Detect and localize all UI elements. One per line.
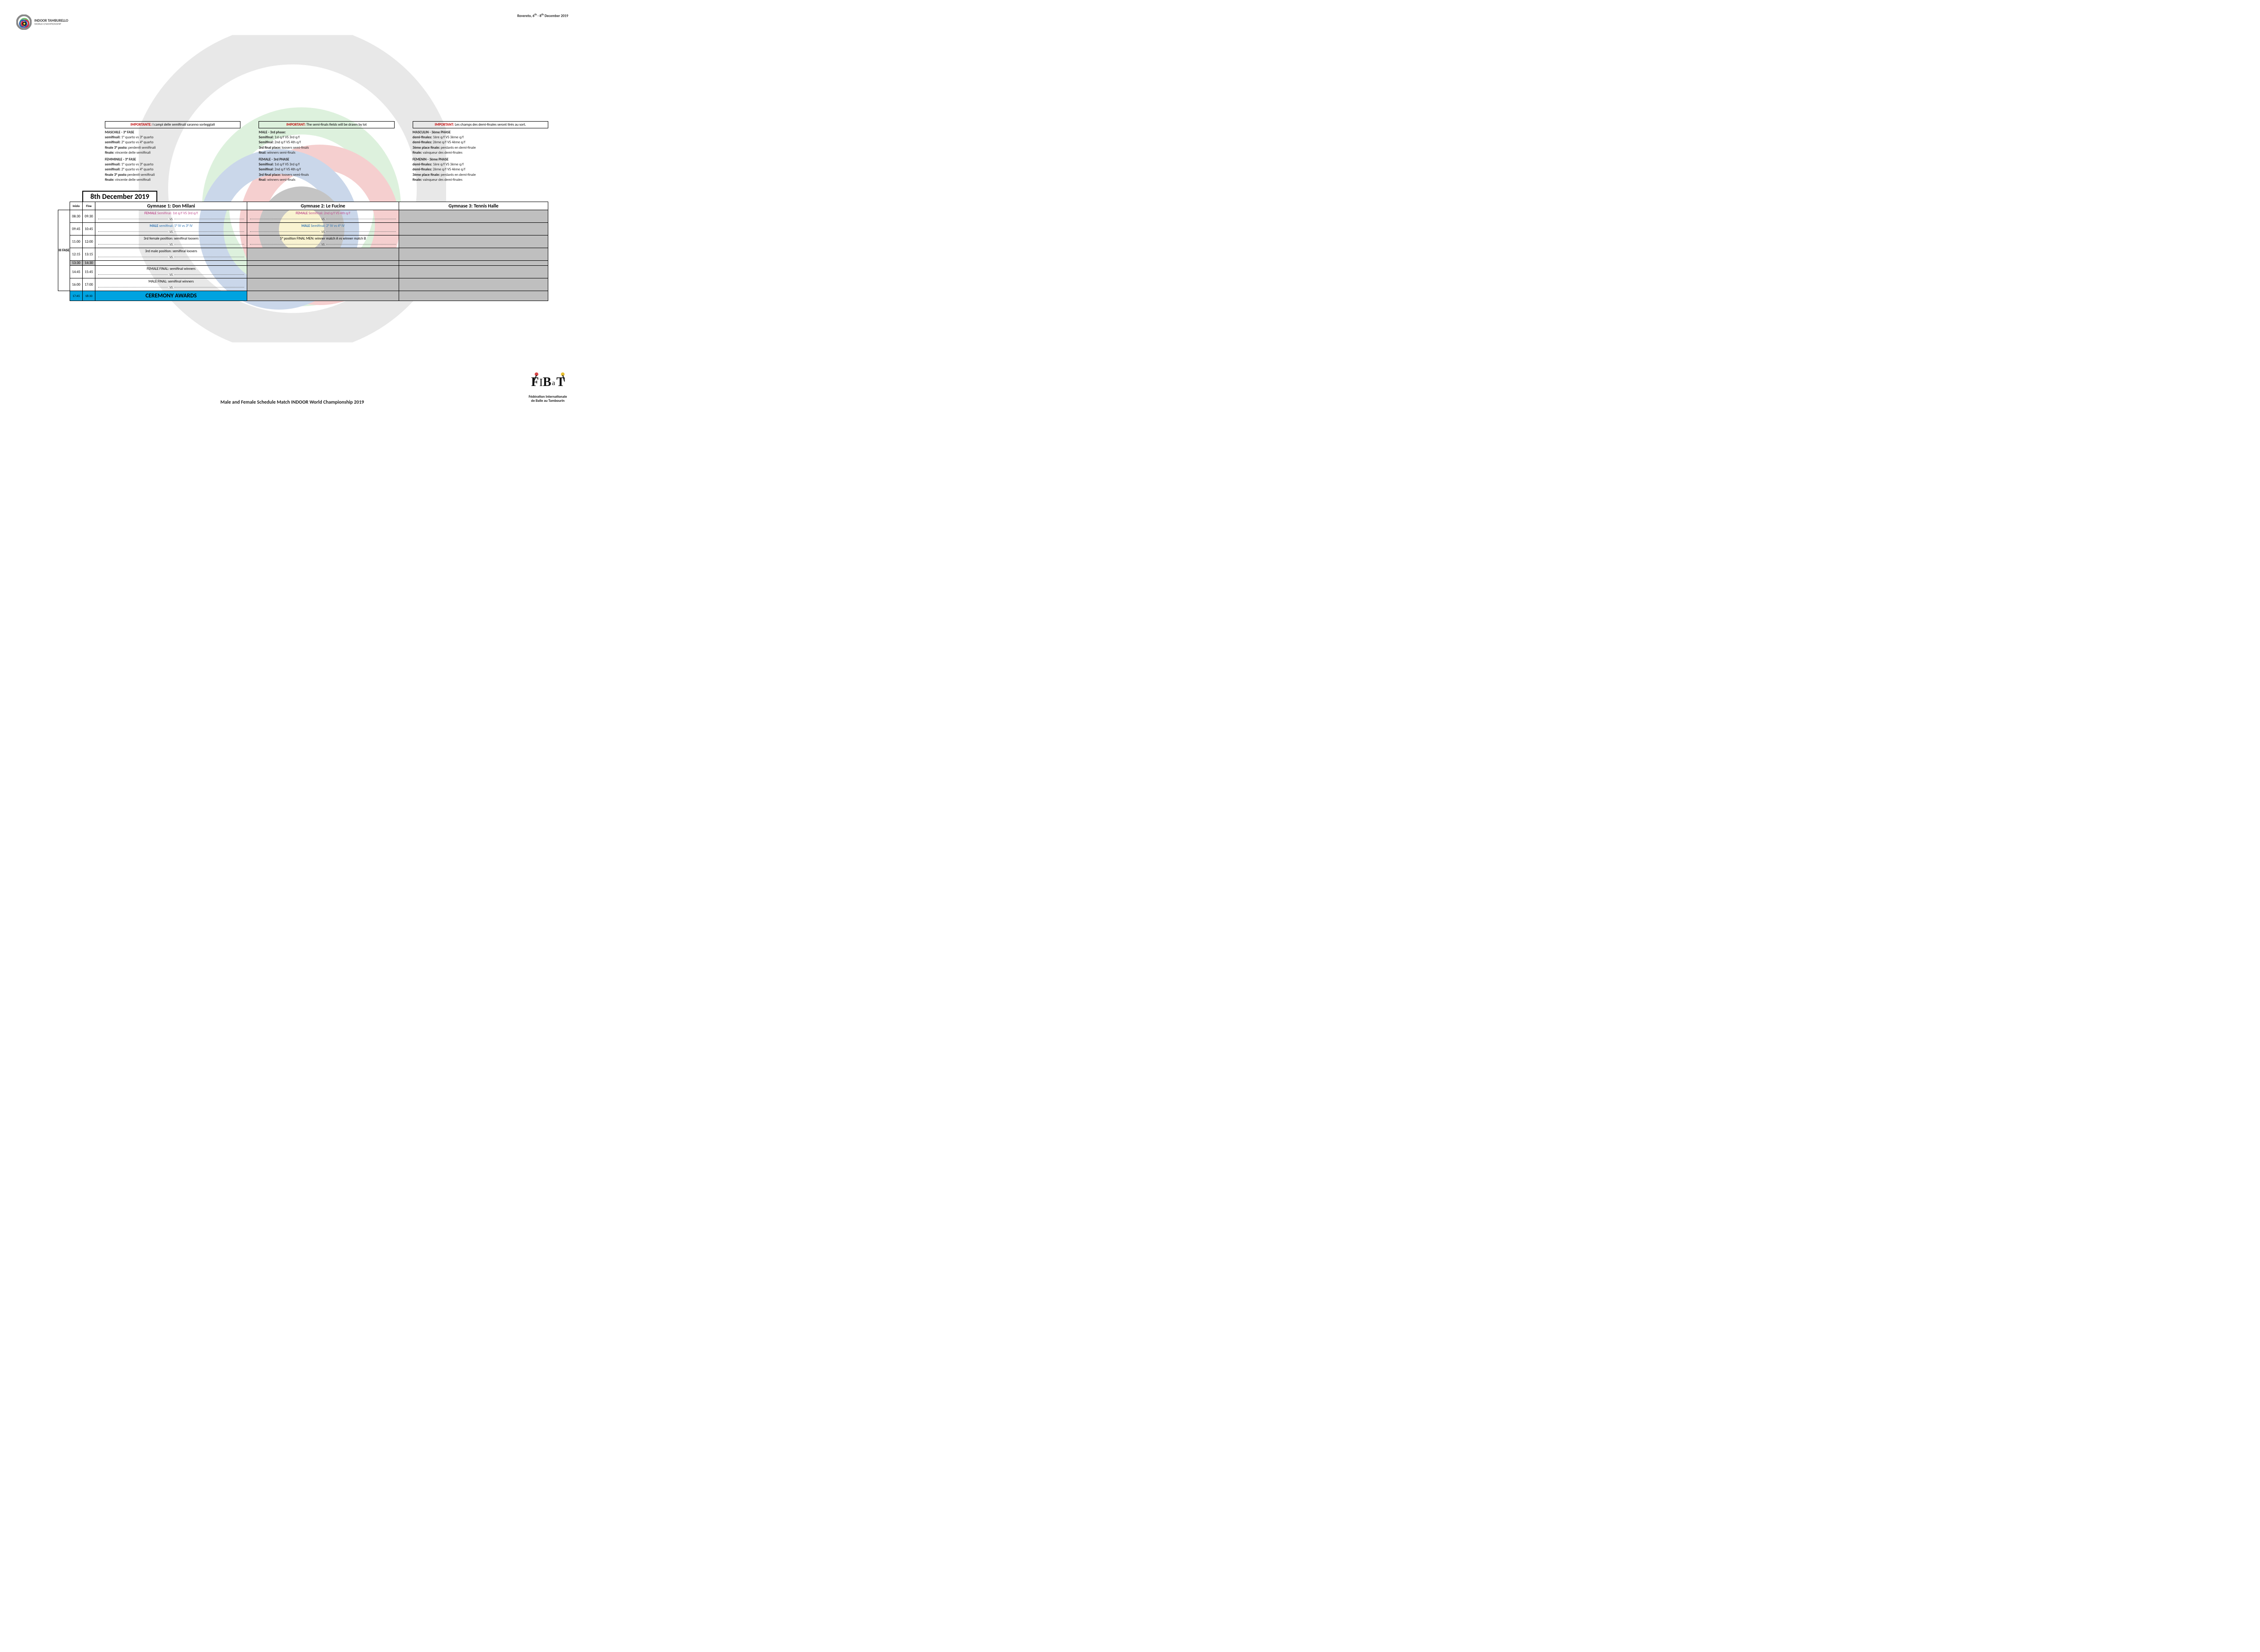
- fibat-logo: F I B a T Fédération Internationale de B…: [527, 372, 568, 403]
- phase-male-en: MALE - 3rd phase: Semifinal: 1st q/f VS …: [259, 130, 394, 155]
- match-title: 3rd male position: semifinal loosers: [98, 249, 244, 254]
- table-row: 12:1513:153rd male position: semifinal l…: [58, 248, 548, 261]
- match-title: 5° position FINAL MEN: winner match A vs…: [250, 236, 396, 241]
- vs-line: VS: [250, 217, 396, 221]
- event-date-location: Rovereto, 6th - 8th December 2019: [517, 13, 568, 19]
- time-end: 12:00: [83, 235, 95, 248]
- time-end: 17:00: [83, 278, 95, 291]
- time-start: 14:45: [70, 266, 83, 278]
- match-title: 3rd female position: semifinal loosers: [98, 236, 244, 241]
- empty-slot: [247, 278, 399, 291]
- schedule-table-wrap: Inizio Fine Gymnase 1: Don Milani Gymnas…: [58, 202, 548, 301]
- match-cell: MALE semifinal: 1° IV vs 3° IV VS: [95, 223, 247, 235]
- match-cell: FEMALE Semifinal: 2nd q/f VS 4th q/fVS: [247, 210, 399, 223]
- vs-line: VS: [98, 230, 244, 234]
- empty-slot: [399, 210, 548, 223]
- time-start: 12:15: [70, 248, 83, 261]
- vs-line: VS: [250, 230, 396, 234]
- col-inizio: Inizio: [70, 202, 83, 210]
- empty-slot: [399, 278, 548, 291]
- match-cell: MALE FINAL: semifinal winnersVS: [95, 278, 247, 291]
- time-end: 15:45: [83, 266, 95, 278]
- match-cell: 3rd male position: semifinal loosersVS: [95, 248, 247, 261]
- col-gym3: Gymnase 3: Tennis Halle: [399, 202, 548, 210]
- time-start: 08:30: [70, 210, 83, 223]
- time-end: 13:15: [83, 248, 95, 261]
- table-row: 09:4510:45MALE semifinal: 1° IV vs 3° IV…: [58, 223, 548, 235]
- svg-text:I: I: [539, 377, 543, 389]
- notice-it: IMPORTANTE: I campi delle semifinali sar…: [105, 121, 240, 183]
- phase-female-it: FEMMINILE - 3° FASE semifinali: 1° quart…: [105, 157, 240, 183]
- vs-line: VS: [98, 242, 244, 246]
- match-title: FEMALE Semifinal: 1st q/f VS 3rd q/f: [98, 211, 244, 216]
- vs-line: VS: [98, 217, 244, 221]
- table-row: III FASE08:3009:30FEMALE Semifinal: 1st …: [58, 210, 548, 223]
- svg-text:F: F: [531, 375, 539, 389]
- match-title: MALE Semifinal: 2° IV vs 4° IV: [250, 224, 396, 228]
- important-box-fr: IMPORTANT: Les champs des demi-finales s…: [413, 121, 548, 128]
- phase-male-fr: MASCULIN - 3ème PHASE demi-finales: 1ère…: [413, 130, 548, 155]
- phase-female-en: FEMALE - 3rd PHASE Semifinal: 1st q/f VS…: [259, 157, 394, 183]
- col-fine: Fine: [83, 202, 95, 210]
- col-gym1: Gymnase 1: Don Milani: [95, 202, 247, 210]
- match-cell: FEMALE FINAL: semifinal winners VS: [95, 266, 247, 278]
- time-end: 10:45: [83, 223, 95, 235]
- match-title: MALE FINAL: semifinal winners: [98, 279, 244, 284]
- phase-male-it: MASCHILE - 3° FASE semifinali: 1° quarto…: [105, 130, 240, 155]
- match-cell: FEMALE Semifinal: 1st q/f VS 3rd q/fVS: [95, 210, 247, 223]
- important-box-en: IMPORTANT: The semi-finals fields will b…: [259, 121, 394, 128]
- match-title: FEMALE FINAL: semifinal winners: [98, 267, 244, 271]
- vs-line: VS: [98, 255, 244, 259]
- empty-slot: [399, 266, 548, 278]
- time-end: 09:30: [83, 210, 95, 223]
- empty-slot: [247, 266, 399, 278]
- empty-slot: [247, 248, 399, 261]
- brand-logo: INDOOR TAMBURELLO WORLD CHAMPIONSHIP: [16, 14, 68, 30]
- svg-text:B: B: [543, 375, 551, 389]
- time-start: 09:45: [70, 223, 83, 235]
- match-cell: MALE Semifinal: 2° IV vs 4° IV VS: [247, 223, 399, 235]
- notice-en: IMPORTANT: The semi-finals fields will b…: [259, 121, 394, 183]
- table-row: 16:0017:00MALE FINAL: semifinal winnersV…: [58, 278, 548, 291]
- empty-slot: [399, 235, 548, 248]
- svg-text:a: a: [552, 379, 555, 387]
- table-row: 14:4515:45FEMALE FINAL: semifinal winner…: [58, 266, 548, 278]
- phase-female-fr: FEMENIN - 3ème PHASE demi-finales: 1ère …: [413, 157, 548, 183]
- match-cell: 5° position FINAL MEN: winner match A vs…: [247, 235, 399, 248]
- empty-slot: [399, 223, 548, 235]
- footer-title: Male and Female Schedule Match INDOOR Wo…: [0, 399, 584, 405]
- vs-line: VS: [250, 242, 396, 246]
- notice-fr: IMPORTANT: Les champs des demi-finales s…: [413, 121, 548, 183]
- phase-label: III FASE: [58, 210, 70, 291]
- notices-row: IMPORTANTE: I campi delle semifinali sar…: [105, 121, 548, 183]
- time-start: 16:00: [70, 278, 83, 291]
- empty-slot: [399, 248, 548, 261]
- schedule-table: Inizio Fine Gymnase 1: Don Milani Gymnas…: [58, 202, 548, 301]
- match-title: MALE semifinal: 1° IV vs 3° IV: [98, 224, 244, 228]
- col-gym2: Gymnase 2: Le Fucine: [247, 202, 399, 210]
- vs-line: VS: [98, 273, 244, 277]
- time-start: 11:00: [70, 235, 83, 248]
- ceremony-row: 17:4518:30 CEREMONY AWARDS: [58, 291, 548, 301]
- ceremony-label: CEREMONY AWARDS: [95, 291, 247, 301]
- vs-line: VS: [98, 285, 244, 289]
- match-cell: 3rd female position: semifinal loosersVS: [95, 235, 247, 248]
- important-box-it: IMPORTANTE: I campi delle semifinali sar…: [105, 121, 240, 128]
- match-title: FEMALE Semifinal: 2nd q/f VS 4th q/f: [250, 211, 396, 216]
- table-row: 11:0012:003rd female position: semifinal…: [58, 235, 548, 248]
- schedule-date: 8th December 2019: [82, 191, 157, 203]
- break-row: 13:3014:30: [58, 261, 548, 266]
